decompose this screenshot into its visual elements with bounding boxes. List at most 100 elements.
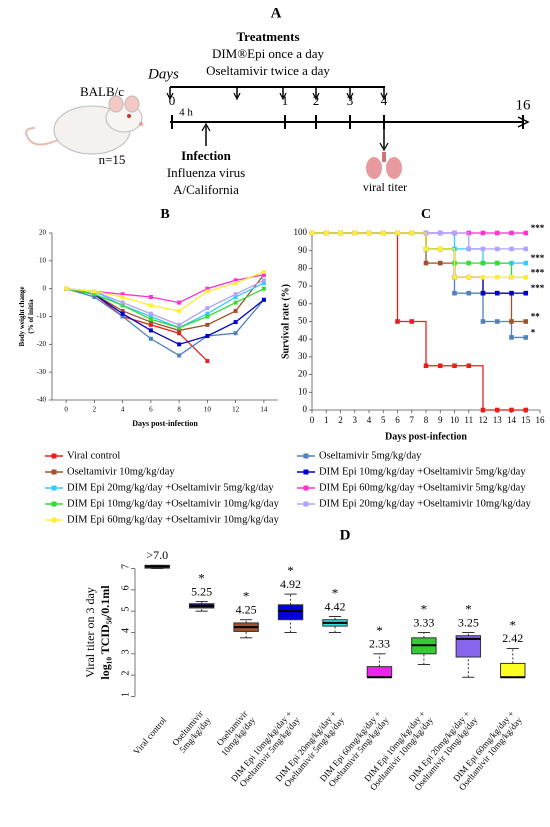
y-tick-label: -30 bbox=[37, 368, 47, 376]
y-tick-label: 10 bbox=[39, 256, 47, 264]
x-tick-label: 5 bbox=[381, 415, 386, 425]
day-label: 1 bbox=[282, 93, 289, 108]
point bbox=[437, 230, 443, 236]
point bbox=[523, 230, 529, 236]
point bbox=[494, 407, 500, 413]
point bbox=[338, 230, 343, 236]
y-tick-label: 5 bbox=[120, 607, 131, 612]
point bbox=[120, 292, 125, 297]
value-label: 3.25 bbox=[458, 615, 479, 629]
point bbox=[120, 308, 125, 313]
value-label: 3.33 bbox=[413, 615, 434, 629]
value-label: 5.25 bbox=[191, 584, 212, 598]
x-axis-label: Days post-infection bbox=[132, 419, 198, 428]
point bbox=[205, 306, 210, 311]
value-label: 2.42 bbox=[502, 631, 523, 645]
point bbox=[494, 230, 500, 236]
mouse-illustration bbox=[25, 95, 143, 155]
x-tick-label: 0 bbox=[64, 406, 68, 414]
point bbox=[120, 295, 125, 300]
point bbox=[523, 319, 529, 324]
timeline bbox=[170, 86, 530, 152]
point bbox=[205, 322, 210, 327]
point bbox=[120, 303, 125, 308]
legend-marker bbox=[51, 517, 57, 523]
point bbox=[380, 230, 386, 236]
point bbox=[177, 322, 182, 327]
hours-label: 4 h bbox=[179, 107, 193, 119]
step-segment bbox=[440, 248, 456, 278]
y-tick-label: 30 bbox=[298, 351, 308, 361]
step-segment bbox=[411, 232, 427, 249]
treatment-line: DIM®Epi once a day bbox=[212, 46, 325, 61]
y-axis-label: Body weight change(% of initia bbox=[18, 287, 35, 347]
point bbox=[523, 290, 529, 296]
infection-line: A/California bbox=[173, 182, 239, 197]
point bbox=[509, 230, 514, 236]
point bbox=[509, 407, 514, 413]
y-axis-label-line: Viral titer on 3 day bbox=[83, 587, 97, 678]
treatments-title: Treatments bbox=[236, 29, 299, 44]
point bbox=[480, 230, 486, 236]
step-segment bbox=[468, 365, 484, 410]
legend-label: Oseltamivir 10mg/kg/day bbox=[67, 466, 175, 477]
legend-label: Viral control bbox=[67, 450, 120, 461]
point bbox=[148, 311, 153, 316]
legend-marker bbox=[51, 453, 57, 459]
y-tick-label: 40 bbox=[298, 333, 308, 343]
point bbox=[494, 274, 500, 280]
y-tick-label: -10 bbox=[37, 312, 47, 320]
point bbox=[423, 363, 429, 369]
point bbox=[437, 246, 443, 252]
point bbox=[261, 281, 266, 286]
treatment-arrow-head bbox=[166, 92, 174, 101]
point bbox=[437, 363, 443, 369]
point bbox=[233, 281, 238, 286]
value-label: 4.25 bbox=[236, 602, 257, 616]
point bbox=[177, 300, 182, 305]
point bbox=[92, 292, 97, 297]
step-segment bbox=[383, 232, 399, 322]
x-tick-label: 1 bbox=[324, 415, 329, 425]
series-line bbox=[65, 288, 265, 357]
point bbox=[148, 336, 153, 341]
y-tick-label: 70 bbox=[298, 280, 308, 290]
x-tick-label: 4 bbox=[367, 415, 372, 425]
x-tick-label: 7 bbox=[410, 415, 415, 425]
x-tick-label: 16 bbox=[536, 415, 546, 425]
point bbox=[494, 260, 500, 266]
day-label: 0 bbox=[169, 93, 176, 108]
y-tick-label: -40 bbox=[37, 396, 47, 404]
point bbox=[120, 314, 125, 319]
point bbox=[205, 286, 210, 291]
step-segment bbox=[411, 232, 427, 249]
panel-label: D bbox=[340, 527, 351, 543]
x-tick-label: 12 bbox=[479, 415, 488, 425]
point bbox=[423, 246, 429, 252]
point bbox=[466, 246, 472, 252]
point bbox=[494, 246, 500, 252]
box bbox=[366, 666, 393, 678]
point bbox=[494, 290, 500, 296]
point bbox=[523, 407, 529, 413]
step-segment bbox=[468, 292, 484, 322]
treatment-line: Oseltamivir twice a day bbox=[206, 63, 330, 78]
legend-label: Oseltamivir 5mg/kg/day bbox=[319, 450, 422, 461]
point bbox=[177, 331, 182, 336]
series-line bbox=[66, 279, 265, 326]
point bbox=[309, 230, 315, 236]
y-tick-label: -20 bbox=[37, 340, 47, 348]
infection-line: Influenza virus bbox=[167, 165, 245, 180]
y-tick-label: 1 bbox=[120, 692, 131, 697]
value-label: 4.92 bbox=[280, 577, 301, 591]
group-size: n=15 bbox=[99, 152, 126, 167]
treatment-arrow-head bbox=[312, 92, 320, 101]
infection-title: Infection bbox=[181, 148, 232, 163]
point bbox=[205, 289, 210, 294]
y-tick-label: 3 bbox=[120, 649, 131, 654]
y-axis-label-line: (% of initia bbox=[27, 299, 35, 334]
y-axis-label: Survival rate (%) bbox=[280, 284, 291, 359]
series-line bbox=[65, 288, 265, 329]
step-segment bbox=[411, 320, 427, 366]
